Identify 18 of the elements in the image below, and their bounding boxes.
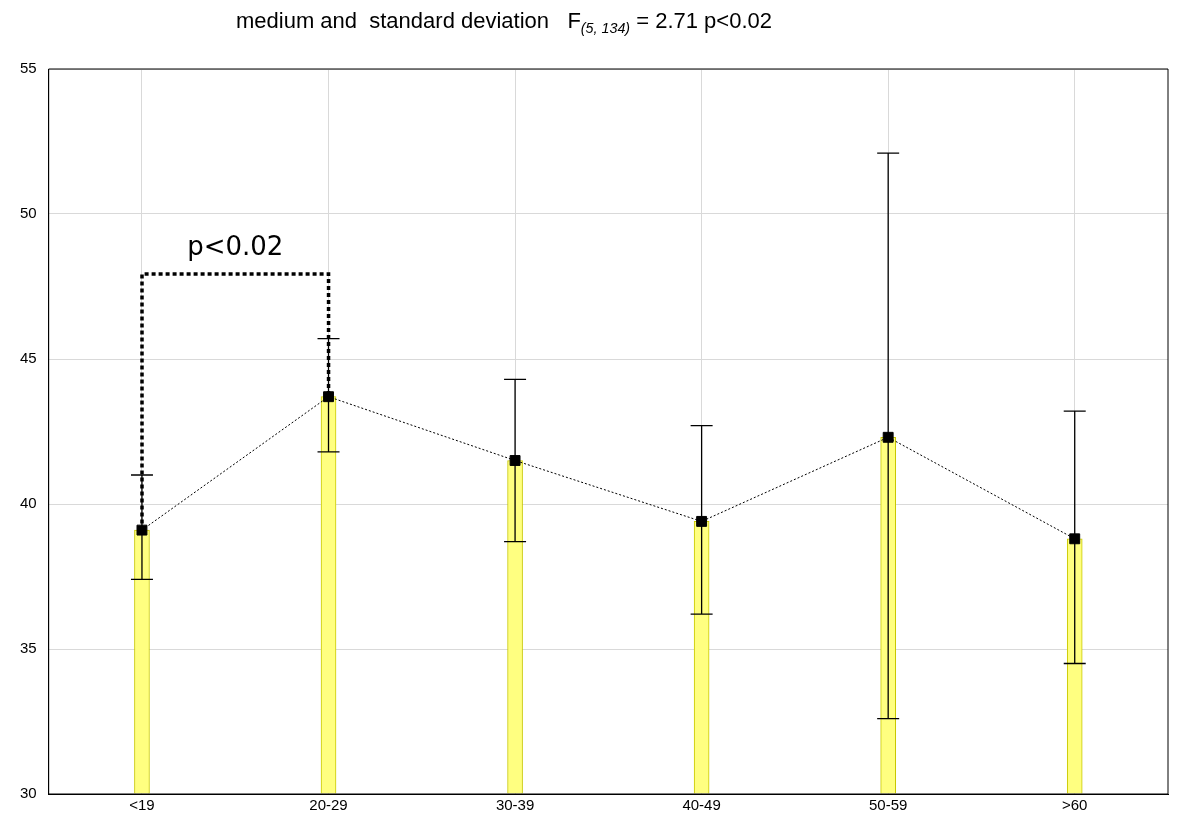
x-tick-label: >60 — [1062, 796, 1088, 814]
x-tick-label: <19 — [129, 796, 155, 814]
y-tick-label: 45 — [20, 349, 37, 367]
point — [1069, 533, 1081, 545]
annotation: p<0.02 — [187, 231, 284, 262]
point — [509, 455, 521, 466]
x-tick-label: 20-29 — [309, 796, 348, 814]
y-tick-label: 40 — [20, 494, 37, 512]
point — [882, 431, 894, 443]
y-tick-label: 35 — [20, 639, 37, 657]
y-tick-label: 50 — [20, 204, 37, 222]
x-tick-label: 40-49 — [682, 796, 721, 814]
point — [696, 515, 708, 527]
x-tick-label: 50-59 — [868, 796, 908, 814]
chart-title: medium and standard deviation F$_{(5, 134)}$ = 2.71 p<0.02 — [234, 8, 773, 39]
y-tick-label: 55 — [20, 59, 37, 77]
y-tick-label: 30 — [20, 784, 37, 802]
x-tick-label: 30-39 — [495, 796, 535, 814]
